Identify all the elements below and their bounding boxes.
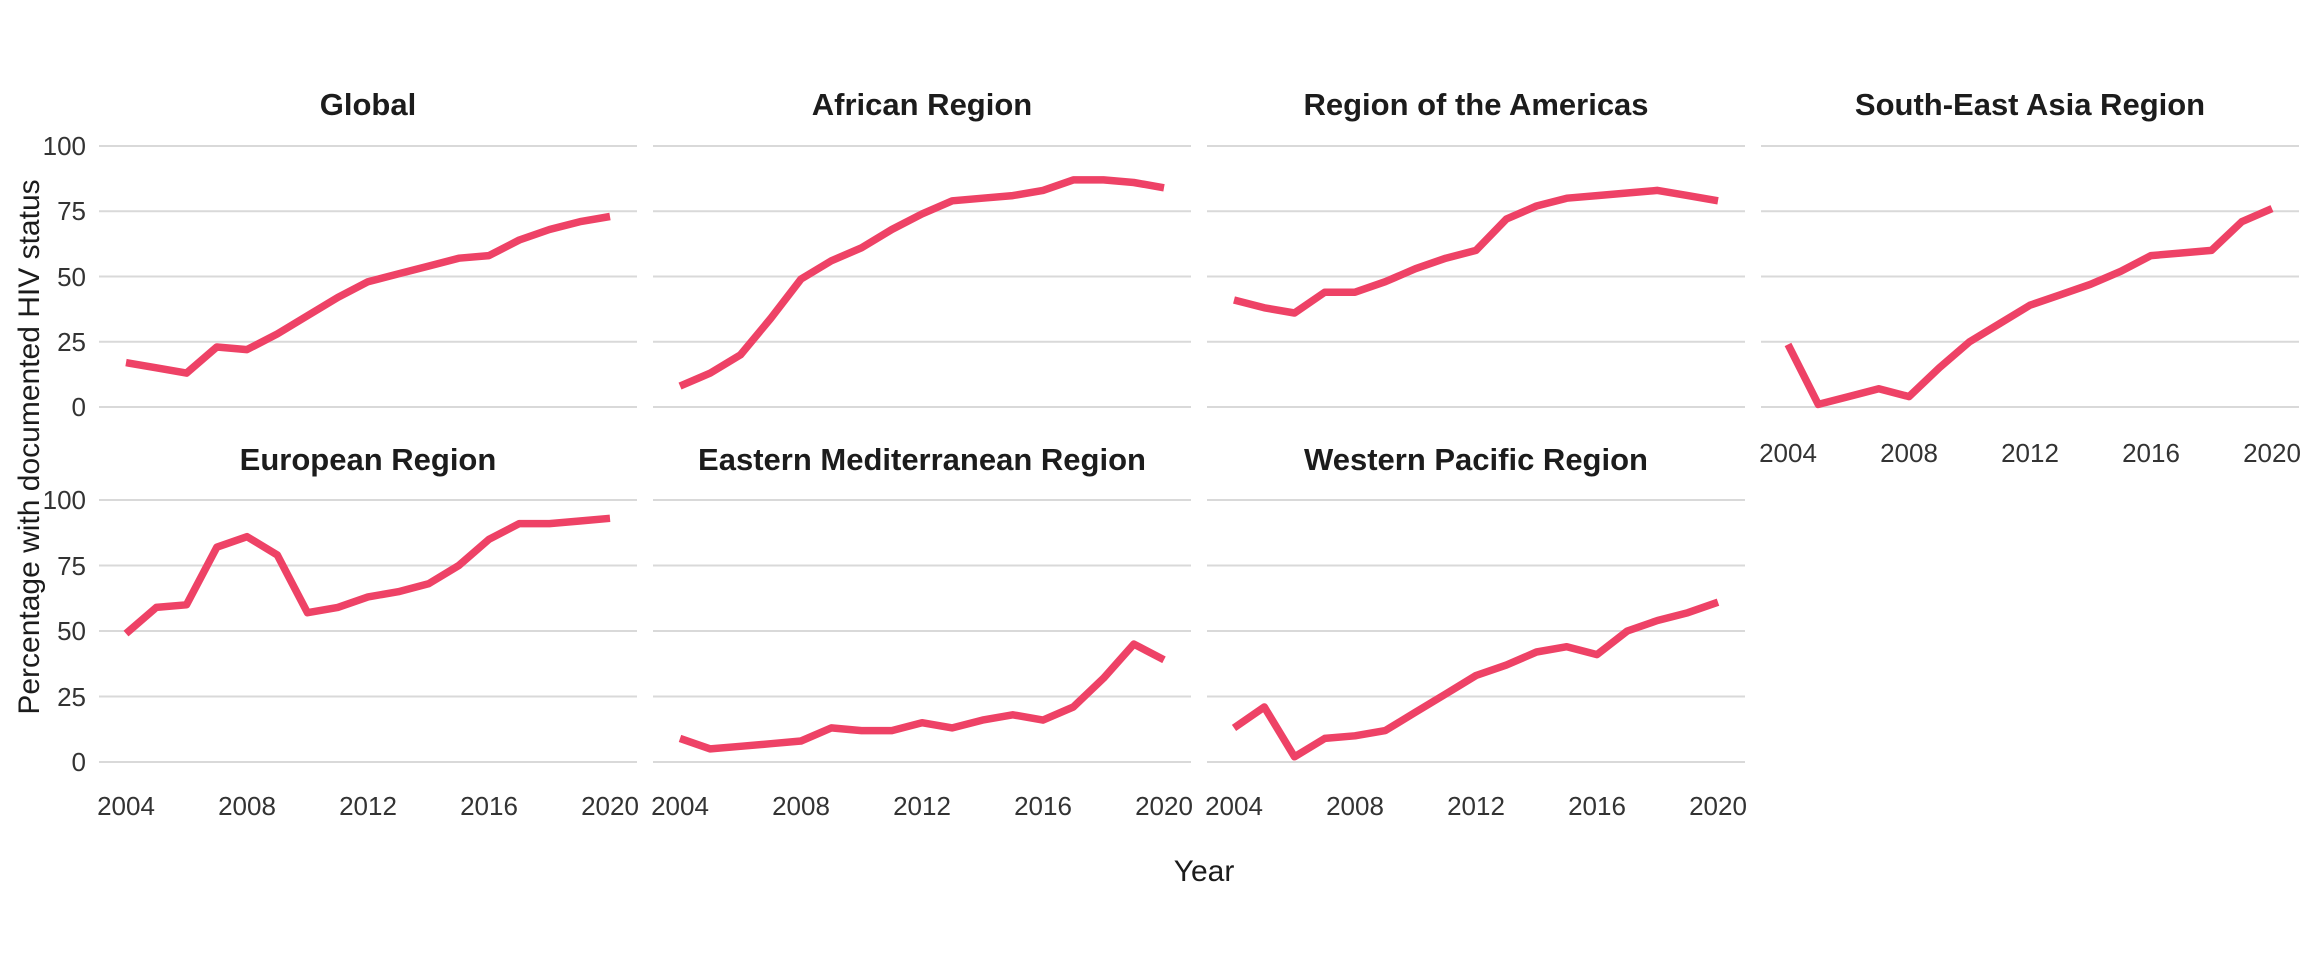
line-chart-sea [1761,145,2299,409]
line-chart-european [99,499,637,763]
line-chart-global [99,145,637,408]
data-line [1231,598,1720,761]
x-tick-label: 2004 [1205,791,1263,821]
x-tick-label: 2020 [2243,438,2301,468]
line-chart-westpac [1207,499,1745,763]
panel-title-westpac: Western Pacific Region [1304,442,1648,477]
y-tick-label: 25 [57,326,86,357]
panel-title-sea: South-East Asia Region [1854,87,2206,122]
x-axis-title: Year [1173,855,1235,888]
y-tick-label: 0 [71,392,86,422]
data-line [123,514,611,637]
x-tick-label: 2020 [1135,791,1193,821]
data-line [1784,205,2274,409]
x-tick-label: 2012 [2001,438,2059,468]
x-tick-label: 2004 [651,791,709,821]
x-tick-label: 2004 [1759,438,1817,468]
x-tick-label: 2008 [218,791,276,821]
y-tick-label: 50 [57,616,86,646]
x-tick-label: 2008 [1326,791,1384,821]
line-chart-african [653,145,1191,408]
y-tick-label: 25 [57,681,86,712]
panel-title-americas: Region of the Americas [1303,87,1649,122]
y-tick-label: 50 [57,261,86,292]
panel-title-african: African Region [811,87,1033,122]
y-tick-label: 75 [57,196,86,227]
panel-title-global: Global [319,87,417,122]
x-tick-label: 2016 [460,791,518,821]
data-line [678,176,1165,390]
x-tick-label: 2020 [581,791,639,821]
x-tick-label: 2012 [1447,791,1505,821]
x-tick-label: 2008 [772,791,830,821]
x-tick-label: 2012 [893,791,951,821]
x-tick-label: 2016 [2122,438,2180,468]
data-line [678,640,1166,753]
x-tick-label: 2016 [1568,791,1626,821]
y-tick-label: 100 [42,131,86,161]
data-line [125,212,611,377]
data-line [1233,186,1719,317]
x-tick-label: 2016 [1014,791,1072,821]
x-tick-label: 2020 [1689,791,1747,821]
x-tick-label: 2008 [1880,438,1938,468]
x-tick-label: 2012 [339,791,397,821]
y-tick-label: 100 [42,485,86,515]
line-chart-americas [1207,145,1745,408]
panel-title-european: European Region [239,442,497,477]
y-tick-label: 0 [71,747,86,777]
y-tick-label: 75 [57,550,86,581]
panel-title-eastmed: Eastern Mediterranean Region [698,442,1146,477]
line-chart-eastmed [653,499,1191,763]
x-tick-label: 2004 [97,791,155,821]
